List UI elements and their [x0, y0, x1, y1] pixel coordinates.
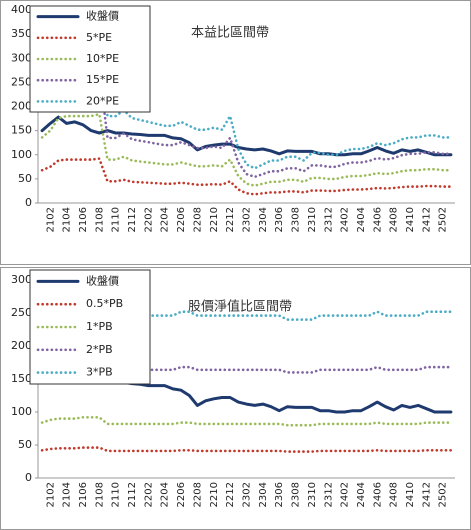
x-tick-label: 2408 [389, 482, 400, 507]
x-tick-label: 2412 [421, 207, 432, 232]
legend-label: 15*PE [86, 73, 119, 86]
x-tick-label: 2104 [62, 482, 73, 507]
legend-label: 收盤價 [86, 273, 119, 287]
y-tick-label: 50 [18, 172, 32, 185]
x-tick-label: 2312 [323, 207, 334, 232]
x-tick-label: 2104 [62, 207, 73, 232]
x-tick-label: 2502 [438, 207, 449, 232]
legend-label: 0.5*PB [86, 297, 123, 310]
x-tick-label: 2306 [274, 207, 285, 232]
y-tick-label: 250 [11, 306, 32, 319]
series-line [40, 115, 453, 157]
y-tick-label: 200 [11, 339, 32, 352]
x-tick-label: 2402 [340, 482, 351, 507]
x-tick-label: 2312 [323, 482, 334, 507]
x-tick-label: 2402 [340, 207, 351, 232]
x-tick-label: 2304 [258, 207, 269, 232]
x-tick-label: 2210 [209, 207, 220, 232]
legend-label: 20*PE [86, 94, 119, 107]
x-tick-label: 2108 [94, 207, 105, 232]
x-tick-label: 2102 [45, 207, 56, 232]
x-tick-label: 2112 [127, 482, 138, 507]
legend-label: 3*PB [86, 366, 113, 379]
y-tick-label: 400 [11, 3, 32, 16]
x-tick-label: 2208 [192, 207, 203, 232]
series-line [40, 68, 453, 179]
y-tick-label: 200 [11, 100, 32, 113]
series-line [40, 112, 453, 187]
chart-title: 股價淨值比區間帶 [188, 299, 292, 315]
x-tick-label: 2302 [242, 207, 253, 232]
x-tick-label: 2206 [176, 482, 187, 507]
x-tick-label: 2306 [274, 482, 285, 507]
x-tick-label: 2202 [143, 207, 154, 232]
chart-title: 本益比區間帶 [191, 26, 269, 41]
x-tick-label: 2406 [372, 482, 383, 507]
x-tick-label: 2108 [94, 482, 105, 507]
series-line [40, 24, 453, 170]
legend-box [29, 269, 151, 385]
y-tick-label: 300 [11, 51, 32, 64]
x-tick-label: 2110 [111, 482, 122, 507]
x-tick-label: 2410 [405, 482, 416, 507]
x-tick-label: 2404 [356, 482, 367, 507]
x-tick-label: 2502 [438, 482, 449, 507]
y-tick-label: 0 [25, 196, 32, 209]
series-line [40, 416, 453, 427]
legend-label: 收盤價 [86, 9, 119, 23]
y-tick-label: 150 [11, 124, 32, 137]
x-tick-label: 2310 [307, 207, 318, 232]
x-tick-label: 2212 [225, 482, 236, 507]
y-tick-label: 100 [11, 405, 32, 418]
x-tick-label: 2410 [405, 207, 416, 232]
x-tick-label: 2204 [160, 207, 171, 232]
series-line [40, 446, 453, 453]
legend-label: 5*PE [86, 31, 112, 44]
x-tick-label: 2106 [78, 482, 89, 507]
x-tick-label: 2412 [421, 482, 432, 507]
x-tick-label: 2210 [209, 482, 220, 507]
x-tick-label: 2404 [356, 207, 367, 232]
x-tick-label: 2112 [127, 207, 138, 232]
x-tick-label: 2310 [307, 482, 318, 507]
legend-label: 2*PB [86, 343, 113, 356]
x-tick-label: 2304 [258, 482, 269, 507]
x-tick-label: 2106 [78, 207, 89, 232]
y-tick-label: 250 [11, 75, 32, 88]
series-line [40, 157, 453, 196]
x-tick-label: 2204 [160, 482, 171, 507]
y-tick-label: 100 [11, 148, 32, 161]
y-tick-label: 150 [11, 372, 32, 385]
x-tick-label: 2408 [389, 207, 400, 232]
legend-label: 1*PB [86, 320, 113, 333]
x-tick-label: 2212 [225, 207, 236, 232]
x-tick-label: 2302 [242, 482, 253, 507]
x-tick-label: 2208 [192, 482, 203, 507]
y-tick-label: 0 [25, 471, 32, 484]
y-tick-label: 50 [18, 438, 32, 451]
y-tick-label: 350 [11, 27, 32, 40]
x-tick-label: 2406 [372, 207, 383, 232]
legend-box [29, 5, 151, 113]
x-tick-label: 2308 [291, 207, 302, 232]
x-tick-label: 2206 [176, 207, 187, 232]
x-tick-label: 2110 [111, 207, 122, 232]
x-tick-label: 2308 [291, 482, 302, 507]
legend-label: 10*PE [86, 52, 119, 65]
y-tick-label: 300 [11, 273, 32, 286]
x-tick-label: 2102 [45, 482, 56, 507]
x-tick-label: 2202 [143, 482, 154, 507]
